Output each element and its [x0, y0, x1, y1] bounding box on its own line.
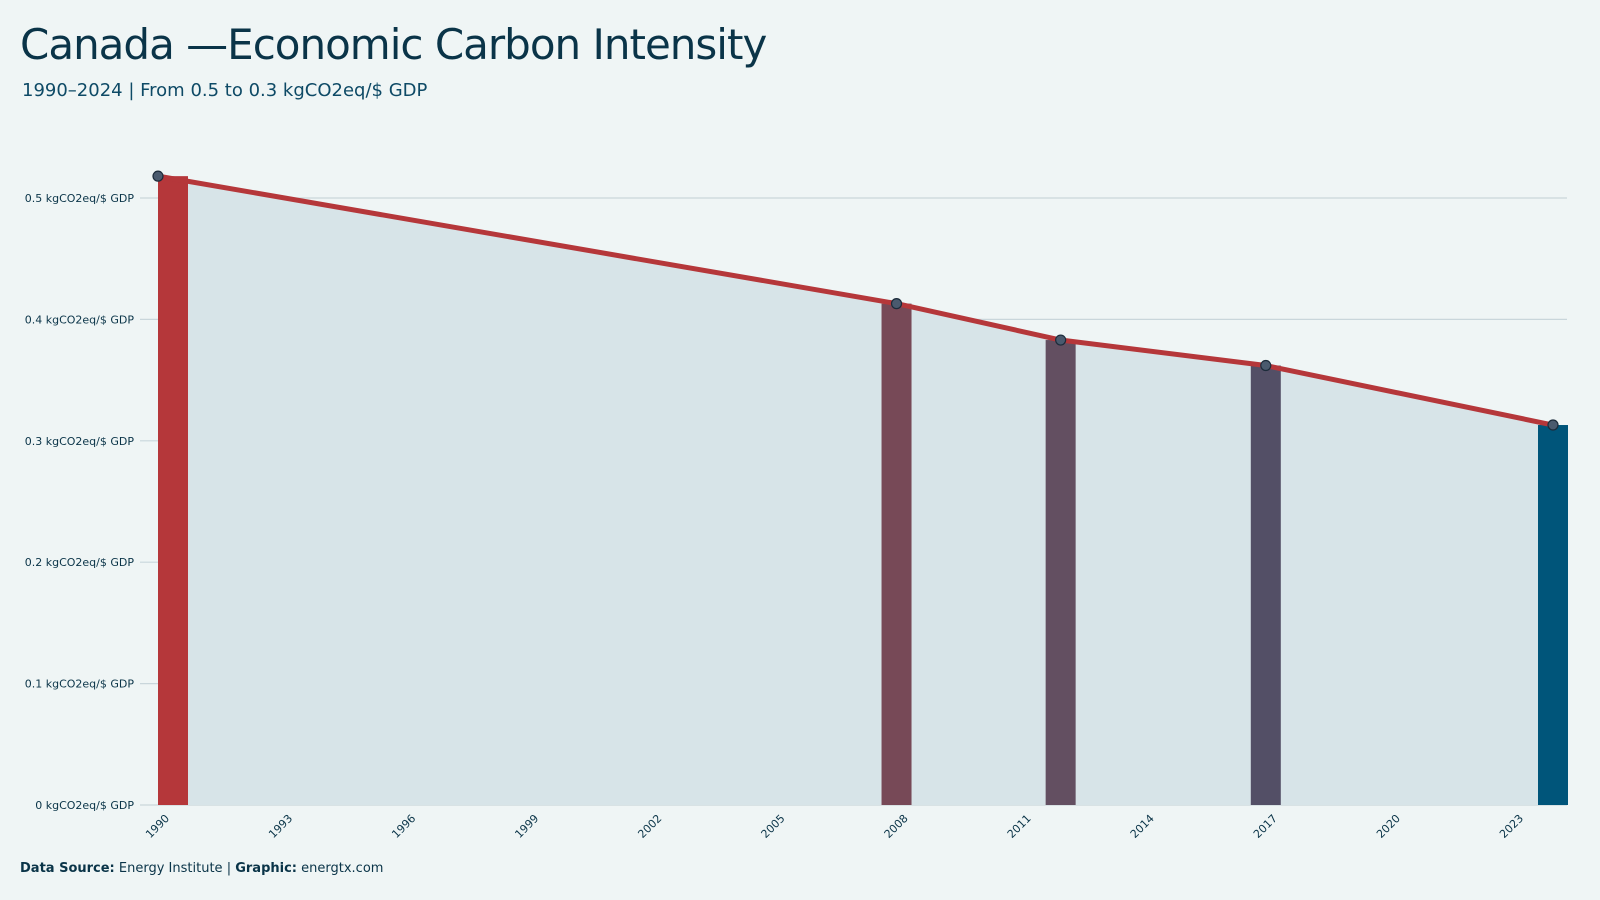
- y-tick-label: 0 kgCO2eq/$ GDP: [35, 799, 134, 812]
- highlight-bar: [881, 303, 912, 805]
- y-tick-label: 0.2 kgCO2eq/$ GDP: [25, 556, 135, 569]
- x-tick-label: 2002: [635, 812, 664, 841]
- footer-separator: |: [226, 861, 232, 876]
- data-point: [1547, 419, 1559, 431]
- y-axis-ticks: 0 kgCO2eq/$ GDP 0.1 kgCO2eq/$ GDP 0.2 kgCO…: [25, 192, 135, 812]
- x-tick-label: 1999: [512, 812, 541, 841]
- graphic-value: energtx.com: [301, 861, 384, 876]
- highlight-bar: [1250, 365, 1281, 805]
- y-tick-label: 0.5 kgCO2eq/$ GDP: [25, 192, 135, 205]
- data-point: [1055, 334, 1067, 346]
- area-fill: [158, 176, 1553, 805]
- highlight-bar: [1045, 340, 1076, 805]
- y-tick-label: 0.1 kgCO2eq/$ GDP: [25, 678, 135, 691]
- x-axis-ticks: 1990 1993 1996 1999 2002 2005 2008 2011 2014 2017…: [143, 812, 1526, 841]
- x-tick-label: 1990: [143, 812, 172, 841]
- chart-subtitle: 1990–2024 | From 0.5 to 0.3 kgCO2eq/$ GD…: [22, 80, 428, 101]
- x-tick-label: 2023: [1497, 812, 1526, 841]
- x-tick-label: 2014: [1128, 812, 1157, 841]
- chart-title: Canada —Economic Carbon Intensity: [20, 20, 767, 69]
- highlight-bar: [1538, 425, 1568, 805]
- x-tick-label: 2005: [759, 812, 788, 841]
- data-point: [890, 298, 903, 310]
- footer: Data Source: Energy Institute | Graphic:…: [20, 861, 383, 876]
- highlight-bars: [158, 176, 1568, 805]
- x-tick-label: 2011: [1005, 812, 1034, 841]
- source-label: Data Source:: [20, 861, 115, 876]
- x-tick-label: 1993: [266, 812, 295, 841]
- source-value: Energy Institute: [118, 861, 223, 876]
- graphic-label: Graphic:: [235, 861, 297, 876]
- x-tick-label: 2017: [1251, 812, 1280, 841]
- x-tick-label: 2020: [1374, 812, 1403, 841]
- highlight-bar: [158, 176, 188, 805]
- x-tick-label: 2008: [882, 812, 911, 841]
- data-point: [152, 170, 164, 182]
- data-points: [152, 170, 1559, 431]
- x-tick-label: 1996: [389, 812, 418, 841]
- data-point: [1260, 359, 1272, 372]
- y-tick-label: 0.3 kgCO2eq/$ GDP: [25, 435, 135, 448]
- area-layer: [158, 176, 1553, 805]
- y-tick-label: 0.4 kgCO2eq/$ GDP: [25, 313, 135, 326]
